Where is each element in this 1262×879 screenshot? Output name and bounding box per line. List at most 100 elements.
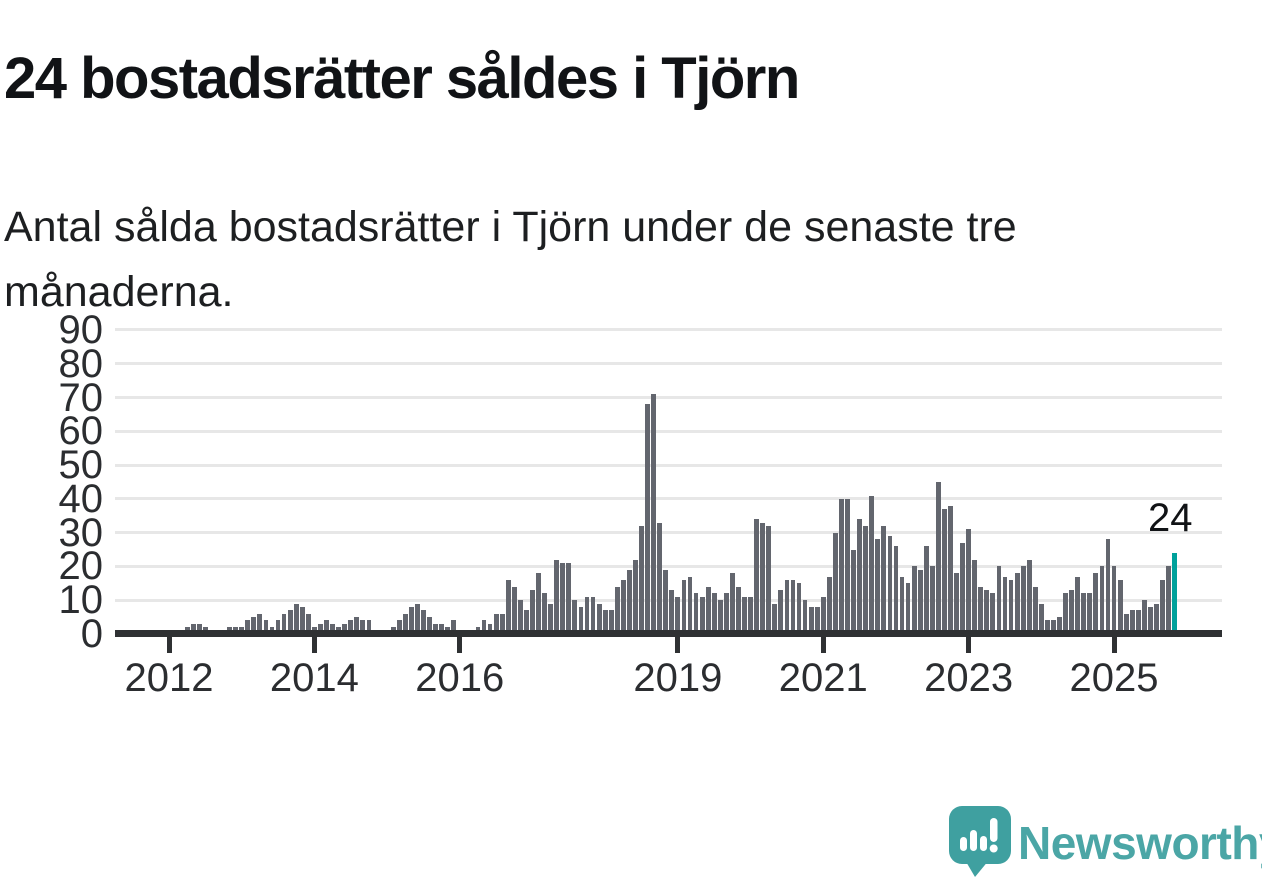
bar [318,623,323,634]
bar [693,593,699,634]
bar [257,613,263,634]
bar [530,590,535,634]
bar [1051,620,1056,634]
bar [1166,566,1171,634]
bar [396,620,402,634]
x-axis-tick [1111,637,1117,653]
bar [1105,539,1111,634]
y-axis-tick-label: 70 [58,375,104,420]
gridline [115,362,1222,366]
bar [820,596,826,634]
gridline [115,396,1222,400]
bar [487,623,493,634]
x-axis-line [115,630,1222,637]
bar [778,590,784,634]
y-axis-tick-label: 90 [58,307,104,352]
bar [863,525,869,634]
bar [675,596,681,634]
bar [1020,566,1026,634]
bar [711,593,717,634]
bar [1069,590,1075,634]
bar [245,620,251,634]
bar [324,620,329,634]
x-axis-tick [311,637,317,653]
bar [578,606,584,634]
x-axis-tick-label: 2016 [415,656,505,700]
bar [748,596,753,634]
bar [566,563,572,634]
bar [887,536,893,634]
bar [584,596,590,634]
bar [360,620,366,634]
bar [196,623,202,634]
bar [511,586,517,634]
bar [639,525,644,634]
bar [548,603,554,634]
bar [1014,573,1020,634]
bar [857,519,862,634]
y-axis-tick-label: 50 [58,443,104,488]
bar [736,586,741,634]
bar [990,593,996,634]
bar [899,576,905,634]
bar [972,559,978,634]
bar [1093,573,1099,634]
bar [681,579,687,634]
bar [717,600,723,634]
bar [536,573,541,634]
gridline [115,564,1222,568]
bar [754,519,760,634]
bar [942,509,947,634]
bar [1075,576,1081,634]
bar [954,573,959,634]
bar [190,623,196,634]
bar [657,522,663,634]
y-axis-tick-label: 10 [58,578,104,623]
bar [1141,600,1147,634]
bar [1129,610,1135,634]
y-axis-tick-label: 60 [58,409,104,454]
bar [608,610,614,634]
bar [366,620,372,634]
bar [742,596,747,634]
bar [1160,579,1165,634]
bar [651,394,657,634]
bar [966,529,972,634]
bar [275,620,281,634]
bar [554,559,560,634]
bar [1111,566,1117,634]
bar [330,623,335,634]
bar [451,620,457,634]
bar [620,579,626,634]
bar [1032,586,1038,634]
gridline [115,429,1222,433]
x-axis-tick-label: 2014 [269,656,359,700]
bar [905,583,911,634]
bar [948,505,953,634]
bar [1026,559,1032,634]
bar [596,603,602,634]
x-axis-tick [675,637,681,653]
x-axis-tick [820,637,826,653]
brand-name: Newsworthy [1018,817,1262,869]
bar [1154,603,1159,634]
y-axis-tick-label: 40 [58,476,104,521]
bar [354,617,360,634]
last-value-annotation: 24 [1148,496,1193,540]
bar [1099,566,1105,634]
bar [627,569,632,634]
bar [287,610,293,634]
bar [281,613,287,634]
bar [875,539,881,634]
bar [493,613,499,634]
x-axis-tick-label: 2025 [1069,656,1159,700]
bar [1038,603,1044,634]
y-axis-tick-label: 30 [58,510,104,555]
gridline [115,463,1222,467]
bar [293,603,299,634]
bar [1008,579,1014,634]
bar [790,579,796,634]
bar [839,498,844,634]
bar [796,583,802,634]
